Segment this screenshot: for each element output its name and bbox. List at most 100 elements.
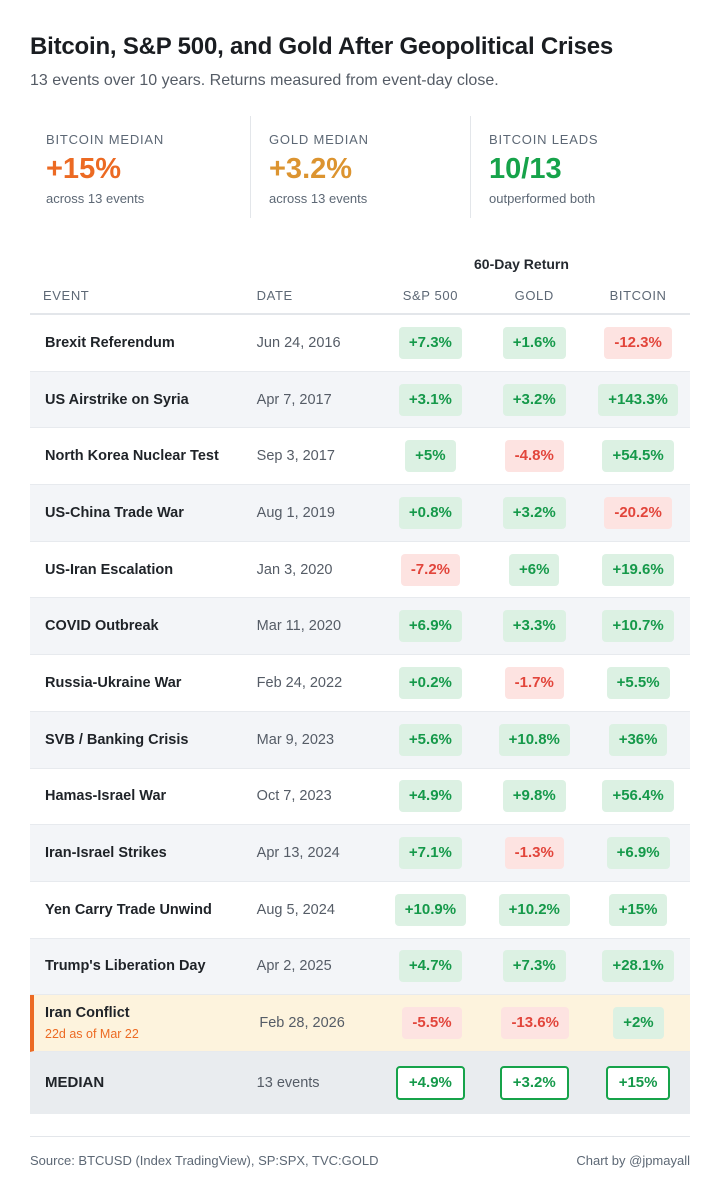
- stat-label: BITCOIN LEADS: [489, 132, 599, 147]
- event-label: Iran-Israel Strikes: [45, 845, 167, 862]
- event-label: Iran Conflict: [45, 1005, 130, 1022]
- footer-divider: [30, 1136, 690, 1137]
- event-date: Sep 3, 2017: [256, 448, 335, 465]
- event-date: Jun 24, 2016: [256, 334, 341, 351]
- return-sp500: +0.2%: [398, 666, 462, 699]
- event-date: Feb 24, 2022: [256, 674, 343, 691]
- event-name: Russia-Ukraine War: [30, 675, 257, 691]
- return-gold: +7.3%: [502, 950, 566, 983]
- footer-source: Source: BTCUSD (Index TradingView), SP:S…: [30, 1153, 379, 1168]
- event-label: Russia-Ukraine War: [45, 674, 182, 691]
- return-sp500: -7.2%: [400, 553, 460, 586]
- table-row: Iran Conflict 22d as of Mar 22 Feb 28, 202…: [30, 995, 690, 1052]
- event-label: US Airstrike on Syria: [45, 391, 189, 408]
- event-label: Trump's Liberation Day: [45, 958, 206, 975]
- table-row: Brexit Referendum Jun 24, 2016 +7.3% +1.6% -…: [30, 315, 690, 372]
- table-body: Brexit Referendum Jun 24, 2016 +7.3% +1.6% -…: [30, 315, 690, 1052]
- table-row: US-China Trade War Aug 1, 2019 +0.8% +3.2% -…: [30, 485, 690, 542]
- return-bitcoin: +15%: [608, 893, 668, 926]
- stat-bitcoin-median: BITCOIN MEDIAN +15% across 13 events: [30, 116, 250, 218]
- return-bitcoin: +36%: [608, 723, 668, 756]
- event-name: Hamas-Israel War: [30, 788, 257, 804]
- event-label: Hamas-Israel War: [45, 788, 167, 805]
- event-name: US Airstrike on Syria: [30, 392, 257, 408]
- return-gold: +3.2%: [502, 496, 566, 529]
- median-row: MEDIAN 13 events +4.9% +3.2% +15%: [30, 1051, 690, 1114]
- event-subtitle: 22d as of Mar 22: [45, 1027, 139, 1042]
- table-header: EVENT DATE S&P 500 GOLD BITCOIN: [30, 277, 690, 315]
- stat-bitcoin-leads: BITCOIN LEADS 10/13 outperformed both: [470, 116, 690, 218]
- return-sp500: +10.9%: [394, 893, 467, 926]
- stat-value: +15%: [46, 153, 121, 185]
- event-name: Yen Carry Trade Unwind: [30, 902, 257, 918]
- event-name: SVB / Banking Crisis: [30, 732, 257, 748]
- table-row: US Airstrike on Syria Apr 7, 2017 +3.1% +3.…: [30, 371, 690, 429]
- return-bitcoin: +143.3%: [598, 383, 678, 416]
- stat-note: outperformed both: [489, 191, 596, 206]
- return-sp500: +4.9%: [398, 780, 462, 813]
- event-name: North Korea Nuclear Test: [30, 448, 257, 464]
- event-date: Oct 7, 2023: [256, 788, 332, 805]
- page-subtitle: 13 events over 10 years. Returns measure…: [30, 72, 499, 89]
- event-date: Mar 11, 2020: [256, 618, 342, 635]
- event-name: Iran Conflict 22d as of Mar 22: [34, 1005, 259, 1041]
- table-row: Iran-Israel Strikes Apr 13, 2024 +7.1% -1.3…: [30, 825, 690, 882]
- return-sp500: +5.6%: [398, 723, 462, 756]
- return-sp500: +6.9%: [398, 610, 462, 643]
- event-date: Feb 28, 2026: [259, 1015, 345, 1032]
- event-label: COVID Outbreak: [45, 618, 159, 635]
- return-gold: +1.6%: [502, 326, 566, 359]
- return-bitcoin: -12.3%: [604, 326, 672, 359]
- return-bitcoin: +56.4%: [602, 780, 674, 813]
- table-row: Yen Carry Trade Unwind Aug 5, 2024 +10.9% +…: [30, 882, 690, 939]
- stat-value: 10/13: [489, 153, 562, 185]
- return-sp500: -5.5%: [402, 1007, 462, 1040]
- event-label: US-Iran Escalation: [45, 561, 174, 578]
- footer-credit: Chart by @jpmayall: [576, 1153, 690, 1168]
- return-gold: +6%: [509, 553, 560, 586]
- median-gold: +3.2%: [499, 1065, 569, 1100]
- return-bitcoin: -20.2%: [604, 496, 672, 529]
- column-header-sp500: S&P 500: [402, 287, 459, 303]
- event-label: US-China Trade War: [45, 504, 184, 521]
- event-name: US-Iran Escalation: [30, 562, 257, 578]
- return-bitcoin: +10.7%: [602, 610, 674, 643]
- summary-stats: BITCOIN MEDIAN +15% across 13 events GOL…: [30, 116, 690, 218]
- event-date: Jan 3, 2020: [256, 561, 333, 578]
- return-bitcoin: +28.1%: [602, 950, 674, 983]
- event-date: Apr 2, 2025: [256, 958, 332, 975]
- stat-note: across 13 events: [269, 191, 368, 206]
- return-sp500: +7.1%: [398, 837, 462, 870]
- event-label: Yen Carry Trade Unwind: [45, 901, 212, 918]
- column-header-event: EVENT: [43, 287, 90, 303]
- column-header-date: DATE: [256, 287, 293, 303]
- return-gold: -4.8%: [504, 440, 564, 473]
- event-name: Iran-Israel Strikes: [30, 845, 257, 861]
- return-gold: -1.3%: [504, 837, 564, 870]
- returns-table: EVENT DATE S&P 500 GOLD BITCOIN Brexit R…: [30, 277, 690, 1114]
- event-name: COVID Outbreak: [30, 618, 257, 634]
- return-gold: +3.2%: [502, 383, 566, 416]
- page-title: Bitcoin, S&P 500, and Gold After Geopoli…: [30, 33, 614, 60]
- return-gold: +3.3%: [502, 610, 566, 643]
- return-gold: +10.2%: [498, 893, 570, 926]
- return-sp500: +3.1%: [398, 383, 462, 416]
- median-sp500: +4.9%: [395, 1065, 465, 1100]
- table-row: Hamas-Israel War Oct 7, 2023 +4.9% +9.8% +56…: [30, 769, 690, 826]
- return-bitcoin: +19.6%: [602, 553, 674, 586]
- return-sp500: +0.8%: [398, 496, 462, 529]
- event-date: Aug 1, 2019: [256, 504, 335, 521]
- stat-label: BITCOIN MEDIAN: [46, 132, 165, 147]
- return-sp500: +7.3%: [398, 326, 462, 359]
- column-header-bitcoin: BITCOIN: [609, 287, 667, 303]
- event-label: SVB / Banking Crisis: [45, 731, 189, 748]
- event-label: North Korea Nuclear Test: [45, 448, 219, 465]
- table-row: SVB / Banking Crisis Mar 9, 2023 +5.6% +10.…: [30, 711, 690, 769]
- event-name: Trump's Liberation Day: [30, 958, 257, 974]
- table-row: COVID Outbreak Mar 11, 2020 +6.9% +3.3% +10.…: [30, 598, 690, 656]
- event-label: Brexit Referendum: [45, 334, 175, 351]
- event-name: US-China Trade War: [30, 505, 257, 521]
- event-date: Mar 9, 2023: [256, 731, 335, 748]
- table-row: North Korea Nuclear Test Sep 3, 2017 +5% -4…: [30, 428, 690, 486]
